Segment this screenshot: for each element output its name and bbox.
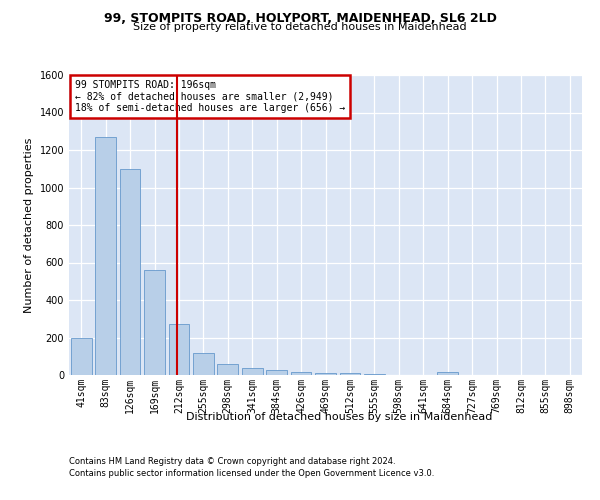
Text: 99 STOMPITS ROAD: 196sqm
← 82% of detached houses are smaller (2,949)
18% of sem: 99 STOMPITS ROAD: 196sqm ← 82% of detach…: [75, 80, 346, 112]
Bar: [266, 370, 287, 375]
Bar: [217, 364, 238, 375]
Bar: [437, 372, 458, 375]
Bar: [340, 373, 361, 375]
Bar: [144, 270, 165, 375]
Text: Distribution of detached houses by size in Maidenhead: Distribution of detached houses by size …: [186, 412, 492, 422]
Text: Contains HM Land Registry data © Crown copyright and database right 2024.: Contains HM Land Registry data © Crown c…: [69, 458, 395, 466]
Bar: [242, 368, 263, 375]
Bar: [95, 137, 116, 375]
Bar: [315, 373, 336, 375]
Bar: [71, 338, 92, 375]
Y-axis label: Number of detached properties: Number of detached properties: [24, 138, 34, 312]
Bar: [290, 372, 311, 375]
Text: Contains public sector information licensed under the Open Government Licence v3: Contains public sector information licen…: [69, 468, 434, 477]
Bar: [119, 169, 140, 375]
Bar: [193, 352, 214, 375]
Bar: [364, 374, 385, 375]
Text: 99, STOMPITS ROAD, HOLYPORT, MAIDENHEAD, SL6 2LD: 99, STOMPITS ROAD, HOLYPORT, MAIDENHEAD,…: [104, 12, 496, 26]
Bar: [169, 324, 190, 375]
Text: Size of property relative to detached houses in Maidenhead: Size of property relative to detached ho…: [133, 22, 467, 32]
